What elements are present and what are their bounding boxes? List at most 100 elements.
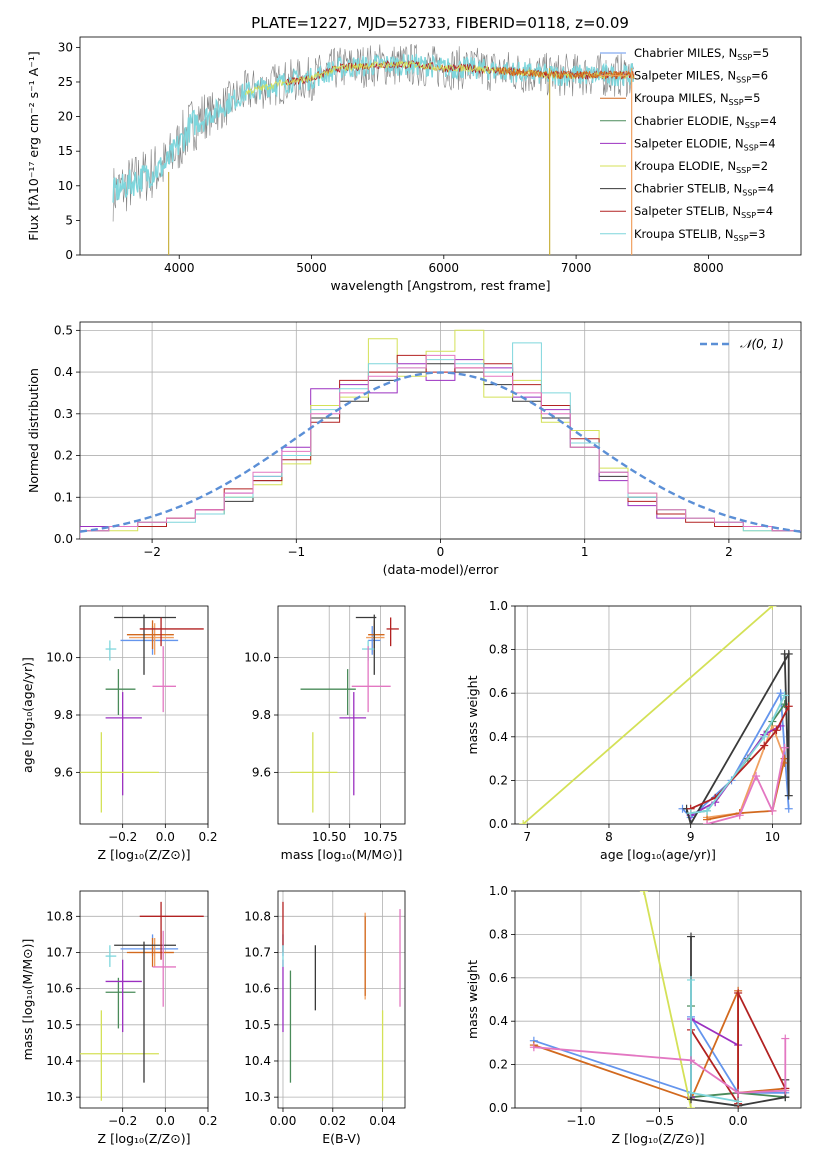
y-tick-label: 25 xyxy=(58,75,73,89)
errorbar-point xyxy=(139,901,204,960)
y-tick-label: 10.7 xyxy=(46,945,73,959)
weight-marker xyxy=(780,700,789,709)
errorbar-point xyxy=(80,1010,159,1101)
weight-marker xyxy=(703,806,712,815)
legend-label: Chabrier ELODIE, NSSP=4 xyxy=(634,114,777,130)
weight-marker xyxy=(784,702,793,711)
y-tick-label: 1.0 xyxy=(489,599,508,613)
x-tick-label: 0.0 xyxy=(156,1114,175,1128)
residual-legend: 𝒩(0, 1) xyxy=(700,337,784,351)
y-tick-label: 0.4 xyxy=(54,365,73,379)
x-tick-label: 2 xyxy=(725,545,733,559)
weight-marker xyxy=(781,1034,790,1043)
weight-marker xyxy=(780,649,789,658)
y-tick-label: 10.6 xyxy=(244,982,271,996)
y-tick-label: 0.8 xyxy=(489,927,508,941)
y-tick-label: 10.3 xyxy=(244,1090,271,1104)
y-tick-label: 0.6 xyxy=(489,971,508,985)
x-tick-label: 10.50 xyxy=(312,830,346,844)
y-tick-label: 1.0 xyxy=(489,884,508,898)
x-tick-label: 0.0 xyxy=(729,1114,748,1128)
y-tick-label: 0.0 xyxy=(489,817,508,831)
mass_weight_vs_Z-ylabel: mass weight xyxy=(465,960,480,1039)
y-tick-label: 10.5 xyxy=(244,1018,271,1032)
errorbar-point xyxy=(290,732,338,813)
x-tick-label: 8000 xyxy=(693,261,724,275)
mass_weight_vs_age-axes: 7 8 9 10 0.0 0.2 0.4 0.6 0.8 1.0 age [log₁₀(age/yr… xyxy=(465,599,802,862)
weight-marker xyxy=(768,806,777,815)
weight-marker xyxy=(519,820,528,824)
errorbar-point xyxy=(105,959,142,1033)
weight-marker xyxy=(687,1088,695,1097)
spectrum-frame xyxy=(79,36,802,256)
legend-label: Chabrier MILES, NSSP=5 xyxy=(634,46,769,62)
legend-label: Kroupa STELIB, NSSP=3 xyxy=(634,227,765,243)
y-tick-label: 10.6 xyxy=(46,982,73,996)
errorbar-point xyxy=(105,669,136,715)
histogram-series xyxy=(80,329,801,539)
y-tick-label: 9.8 xyxy=(252,708,271,722)
y-tick-label: 9.8 xyxy=(54,708,73,722)
histogram-step xyxy=(80,354,801,539)
legend-label: Kroupa ELODIE, NSSP=2 xyxy=(634,159,768,175)
y-tick-label: 0.2 xyxy=(54,449,73,463)
legend-label: Salpeter ELODIE, NSSP=4 xyxy=(634,136,776,152)
y-tick-label: 0.3 xyxy=(54,407,73,421)
weight-marker xyxy=(781,1086,790,1095)
spectrum-line xyxy=(496,66,635,80)
y-tick-label: 0.4 xyxy=(489,730,508,744)
x-tick-label: 0.2 xyxy=(198,830,217,844)
x-tick-label: 6000 xyxy=(429,261,460,275)
mass_vs_ebv-frame xyxy=(277,890,406,1109)
y-tick-label: 10 xyxy=(58,179,73,193)
weight-marker xyxy=(529,1043,538,1052)
spectrum-axes: 4000 5000 6000 7000 8000 0 5 10 15 20 25 30 waveleng… xyxy=(26,36,802,293)
y-tick-label: 5 xyxy=(65,213,73,227)
y-tick-label: 0.2 xyxy=(489,1058,508,1072)
weight-marker xyxy=(639,891,648,895)
residuals-ylabel: Normed distribution xyxy=(26,368,41,493)
weight-line xyxy=(643,891,692,1108)
weight-line xyxy=(706,723,786,819)
spectrum-series xyxy=(112,44,635,255)
y-tick-label: 10.8 xyxy=(244,909,271,923)
errorbar-point xyxy=(300,669,356,715)
y-tick-label: 0.8 xyxy=(489,643,508,657)
y-tick-label: 15 xyxy=(58,144,73,158)
x-tick-label: 4000 xyxy=(164,261,195,275)
weight-marker xyxy=(734,1088,743,1097)
errorbar-point xyxy=(114,941,176,1083)
mass_vs_ebv-points xyxy=(282,901,401,1101)
age_vs_Z-xlabel: Z [log₁₀(Z/Z⊙)] xyxy=(98,847,191,862)
mass_vs_Z-axes: −0.2 0.0 0.2 10.3 10.4 10.5 10.6 10.7 10.8 Z [log… xyxy=(20,890,218,1146)
x-tick-label: −1 xyxy=(287,545,305,559)
weight-marker xyxy=(752,772,761,781)
gaussian-curve xyxy=(80,371,801,533)
errorbar-point xyxy=(105,945,117,967)
mass_weight_vs_age-xlabel: age [log₁₀(age/yr)] xyxy=(600,847,716,862)
errorbar-point xyxy=(105,977,136,1029)
weight-line xyxy=(690,992,787,1107)
errorbar-point xyxy=(386,617,399,647)
weight-line xyxy=(522,606,773,824)
y-tick-label: 10.4 xyxy=(244,1054,271,1068)
y-tick-label: 10.4 xyxy=(46,1054,73,1068)
x-tick-label: 7 xyxy=(523,830,531,844)
legend-label: Salpeter MILES, NSSP=6 xyxy=(634,69,768,85)
mass_vs_ebv-xlabel: E(B-V) xyxy=(322,1131,361,1146)
y-tick-label: 0.6 xyxy=(489,686,508,700)
legend-label: 𝒩(0, 1) xyxy=(740,337,784,351)
x-tick-label: −0.2 xyxy=(108,1114,137,1128)
x-tick-label: 0.04 xyxy=(369,1114,396,1128)
weight-marker xyxy=(687,1056,695,1065)
age_vs_Z-ylabel: age [log₁₀(age/yr)] xyxy=(20,657,35,773)
weight-marker xyxy=(784,791,793,800)
y-tick-label: 10.3 xyxy=(46,1090,73,1104)
y-tick-label: 10.7 xyxy=(244,945,271,959)
y-tick-label: 9.6 xyxy=(252,765,271,779)
mass_vs_Z-xlabel: Z [log₁₀(Z/Z⊙)] xyxy=(98,1131,191,1146)
x-tick-label: 10.75 xyxy=(363,830,397,844)
weight-marker xyxy=(735,811,744,820)
x-tick-label: 9 xyxy=(687,830,695,844)
weight-marker xyxy=(780,691,789,700)
